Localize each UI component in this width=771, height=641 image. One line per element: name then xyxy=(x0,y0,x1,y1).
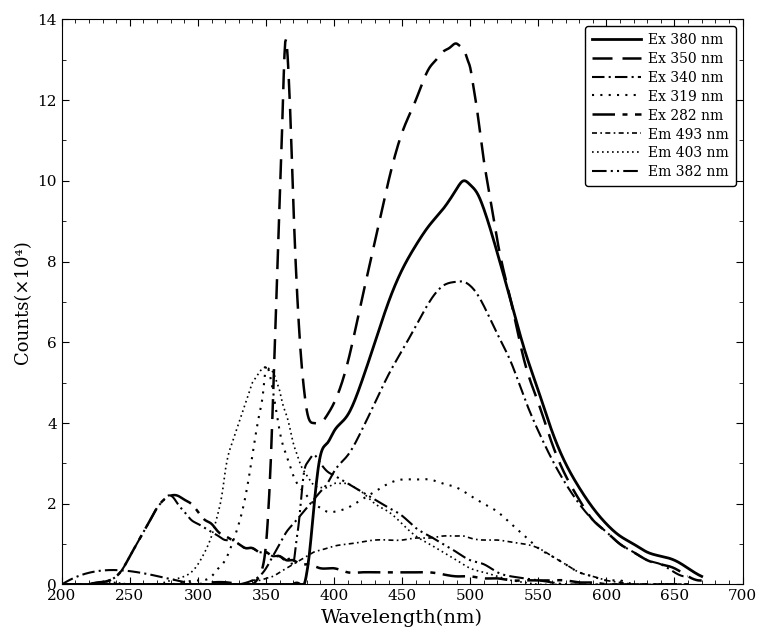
Ex 380 nm xyxy=(429,217,438,224)
Ex 340 nm xyxy=(456,278,466,285)
Line: Ex 319 nm: Ex 319 nm xyxy=(89,365,688,585)
Em 493 nm xyxy=(511,539,520,547)
Ex 350 nm xyxy=(609,535,618,542)
Ex 380 nm xyxy=(544,416,553,424)
Em 493 nm xyxy=(618,579,627,587)
Line: Em 382 nm: Em 382 nm xyxy=(89,454,688,585)
Ex 350 nm xyxy=(466,64,475,72)
Legend: Ex 380 nm, Ex 350 nm, Ex 340 nm, Ex 319 nm, Ex 282 nm, Em 493 nm, Em 403 nm, Em : Ex 380 nm, Ex 350 nm, Ex 340 nm, Ex 319 … xyxy=(585,26,736,187)
Em 382 nm xyxy=(466,557,476,565)
Ex 319 nm xyxy=(84,581,93,588)
Em 382 nm xyxy=(433,537,443,545)
Ex 380 nm xyxy=(460,177,469,185)
Em 493 nm xyxy=(456,532,466,540)
Ex 282 nm xyxy=(683,581,692,588)
Em 493 nm xyxy=(497,537,506,544)
Ex 350 nm xyxy=(446,43,456,51)
Ex 319 nm xyxy=(466,492,476,500)
Ex 380 nm xyxy=(57,581,66,588)
Ex 350 nm xyxy=(544,428,553,435)
Em 493 nm xyxy=(683,581,692,588)
Em 382 nm xyxy=(683,581,692,588)
Ex 282 nm xyxy=(449,572,458,580)
Em 382 nm xyxy=(540,578,549,585)
Ex 282 nm xyxy=(170,491,179,499)
Em 382 nm xyxy=(121,560,130,567)
Ex 380 nm xyxy=(466,181,475,188)
Ex 350 nm xyxy=(96,581,106,588)
Ex 340 nm xyxy=(421,304,430,312)
Ex 350 nm xyxy=(281,35,291,43)
Ex 282 nm xyxy=(540,577,549,585)
Line: Ex 340 nm: Ex 340 nm xyxy=(62,281,688,585)
Ex 282 nm xyxy=(466,572,476,580)
Ex 319 nm xyxy=(601,576,610,584)
Em 403 nm xyxy=(84,581,93,588)
Ex 350 nm xyxy=(697,576,706,584)
Em 493 nm xyxy=(236,581,245,588)
Em 403 nm xyxy=(261,363,271,370)
Ex 319 nm xyxy=(121,580,130,588)
Ex 319 nm xyxy=(433,478,443,486)
Em 403 nm xyxy=(601,581,610,588)
Ex 340 nm xyxy=(598,524,607,532)
Em 403 nm xyxy=(466,565,476,572)
Y-axis label: Counts(×10⁴): Counts(×10⁴) xyxy=(14,240,32,364)
Em 403 nm xyxy=(540,581,549,588)
Em 403 nm xyxy=(449,554,458,562)
Ex 319 nm xyxy=(449,483,458,490)
Ex 319 nm xyxy=(262,361,271,369)
Em 382 nm xyxy=(449,546,458,554)
Ex 282 nm xyxy=(601,581,610,588)
Ex 282 nm xyxy=(84,581,93,588)
Em 382 nm xyxy=(309,451,318,458)
Line: Em 493 nm: Em 493 nm xyxy=(211,536,688,585)
Line: Ex 350 nm: Ex 350 nm xyxy=(62,39,702,585)
Em 493 nm xyxy=(569,565,578,573)
Ex 380 nm xyxy=(96,581,106,588)
Line: Ex 282 nm: Ex 282 nm xyxy=(89,495,688,585)
Ex 350 nm xyxy=(57,581,66,588)
Ex 340 nm xyxy=(437,283,446,290)
Line: Ex 380 nm: Ex 380 nm xyxy=(62,181,702,585)
Em 493 nm xyxy=(484,536,493,544)
Em 382 nm xyxy=(601,581,610,588)
Ex 282 nm xyxy=(121,560,130,567)
Ex 340 nm xyxy=(683,572,692,580)
Line: Em 403 nm: Em 403 nm xyxy=(89,367,688,585)
Ex 380 nm xyxy=(697,572,706,580)
Em 403 nm xyxy=(433,545,443,553)
Em 493 nm xyxy=(207,581,216,588)
Em 382 nm xyxy=(84,581,93,588)
Ex 340 nm xyxy=(96,567,105,574)
Ex 380 nm xyxy=(446,195,455,203)
Ex 380 nm xyxy=(609,527,618,535)
Ex 319 nm xyxy=(540,548,549,556)
Ex 350 nm xyxy=(429,58,439,66)
Ex 319 nm xyxy=(683,581,692,588)
Ex 340 nm xyxy=(533,426,542,433)
Ex 340 nm xyxy=(57,581,66,588)
Em 403 nm xyxy=(683,581,692,588)
Em 403 nm xyxy=(121,580,130,588)
Ex 282 nm xyxy=(433,569,443,577)
X-axis label: Wavelength(nm): Wavelength(nm) xyxy=(322,609,483,627)
Ex 340 nm xyxy=(457,278,466,285)
